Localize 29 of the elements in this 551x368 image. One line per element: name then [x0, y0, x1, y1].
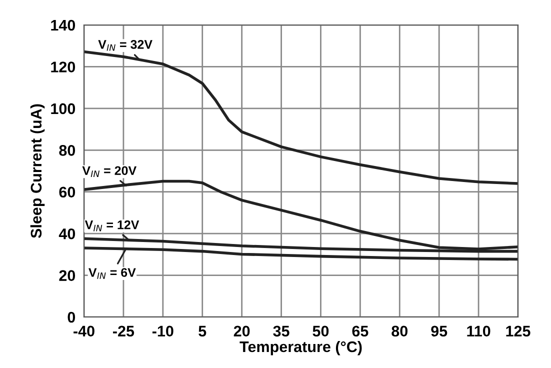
- y-tick-label: 60: [59, 186, 76, 198]
- y-tick-label: 100: [51, 103, 76, 114]
- x-tick-label: 125: [506, 326, 530, 337]
- y-axis-title: Sleep Current (uA): [30, 104, 45, 238]
- y-tick-label: 0: [68, 312, 76, 323]
- x-tick-label: 20: [234, 326, 250, 337]
- x-tick-label: -10: [152, 326, 174, 337]
- x-tick-label: 35: [273, 326, 290, 337]
- x-tick-label: 80: [392, 326, 408, 337]
- y-tick-label: 40: [58, 228, 76, 240]
- annotation: V$_{IN}$ = 32V: [98, 40, 152, 51]
- x-tick-label: 5: [198, 326, 206, 337]
- x-tick-label: 65: [352, 326, 368, 337]
- x-axis-title: Temperature (°C): [240, 340, 362, 356]
- y-tick-label: 140: [51, 20, 76, 31]
- x-tick-label: 95: [431, 326, 448, 337]
- annotation: V$_{IN}$ = 12V: [84, 220, 140, 232]
- y-tick-label: 20: [59, 270, 76, 281]
- y-tick-label: 120: [51, 62, 76, 72]
- x-tick-label: -40: [74, 326, 94, 337]
- y-tick-label: 80: [59, 145, 76, 156]
- line-series: [84, 180, 518, 250]
- x-tick-label: 50: [312, 326, 329, 337]
- line-series: [84, 246, 518, 261]
- line-series: [84, 50, 518, 185]
- annotation: V$_{IN}$ = 20V: [82, 166, 136, 177]
- x-tick-label: -25: [113, 326, 134, 337]
- x-tick-label: 110: [467, 326, 490, 337]
- annotation: V$_{IN}$ = 6V: [88, 268, 136, 279]
